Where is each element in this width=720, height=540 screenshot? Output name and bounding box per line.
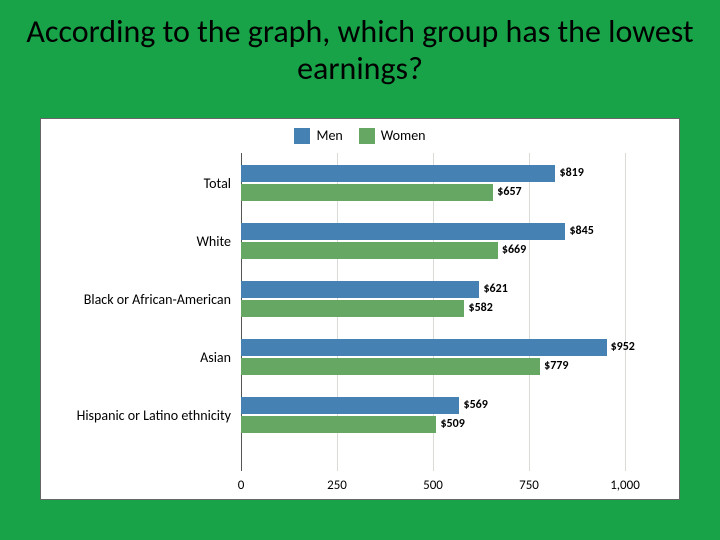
chart-container: MenWomen 02505007501,000Total$819$657Whi… <box>40 118 680 500</box>
bar-women: $669 <box>241 242 498 259</box>
chart-row: Black or African-American$621$582 <box>241 275 625 325</box>
bar-men: $621 <box>241 281 479 298</box>
bar-value: $582 <box>464 300 492 317</box>
bar-women: $582 <box>241 300 464 317</box>
legend-label: Women <box>381 127 426 144</box>
bar-value: $569 <box>459 397 487 414</box>
grid-line <box>625 153 626 471</box>
category-label: Black or African-American <box>84 275 241 325</box>
bar-value: $819 <box>555 165 583 182</box>
legend-swatch <box>359 128 375 144</box>
bar-women: $657 <box>241 184 493 201</box>
bar-men: $845 <box>241 223 565 240</box>
bar-women: $779 <box>241 358 540 375</box>
bar-value: $845 <box>565 223 593 240</box>
x-tick-label: 0 <box>238 478 245 493</box>
bar-value: $621 <box>479 281 507 298</box>
category-label: White <box>196 217 241 267</box>
category-label: Hispanic or Latino ethnicity <box>77 391 241 441</box>
bar-value: $669 <box>498 242 526 259</box>
bar-value: $509 <box>436 416 464 433</box>
legend-item: Women <box>359 127 426 144</box>
bar-men: $569 <box>241 397 459 414</box>
slide: According to the graph, which group has … <box>0 0 720 540</box>
x-tick-label: 1,000 <box>610 478 640 493</box>
legend-swatch <box>294 128 310 144</box>
plot-area: 02505007501,000Total$819$657White$845$66… <box>241 153 625 471</box>
category-label: Total <box>204 159 241 209</box>
chart-row: Asian$952$779 <box>241 333 625 383</box>
bar-value: $952 <box>607 339 635 356</box>
chart-row: Hispanic or Latino ethnicity$569$509 <box>241 391 625 441</box>
bar-women: $509 <box>241 416 436 433</box>
legend-item: Men <box>294 127 342 144</box>
legend-label: Men <box>316 127 342 144</box>
slide-title: According to the graph, which group has … <box>0 14 720 88</box>
category-label: Asian <box>200 333 241 383</box>
bar-men: $952 <box>241 339 607 356</box>
x-tick-label: 500 <box>423 478 443 493</box>
chart-row: White$845$669 <box>241 217 625 267</box>
bar-value: $657 <box>493 184 521 201</box>
legend: Men Women <box>41 127 679 148</box>
bar-men: $819 <box>241 165 555 182</box>
bar-value: $779 <box>540 358 568 375</box>
chart-row: Total$819$657 <box>241 159 625 209</box>
x-tick-label: 750 <box>519 478 539 493</box>
x-tick-label: 250 <box>327 478 347 493</box>
